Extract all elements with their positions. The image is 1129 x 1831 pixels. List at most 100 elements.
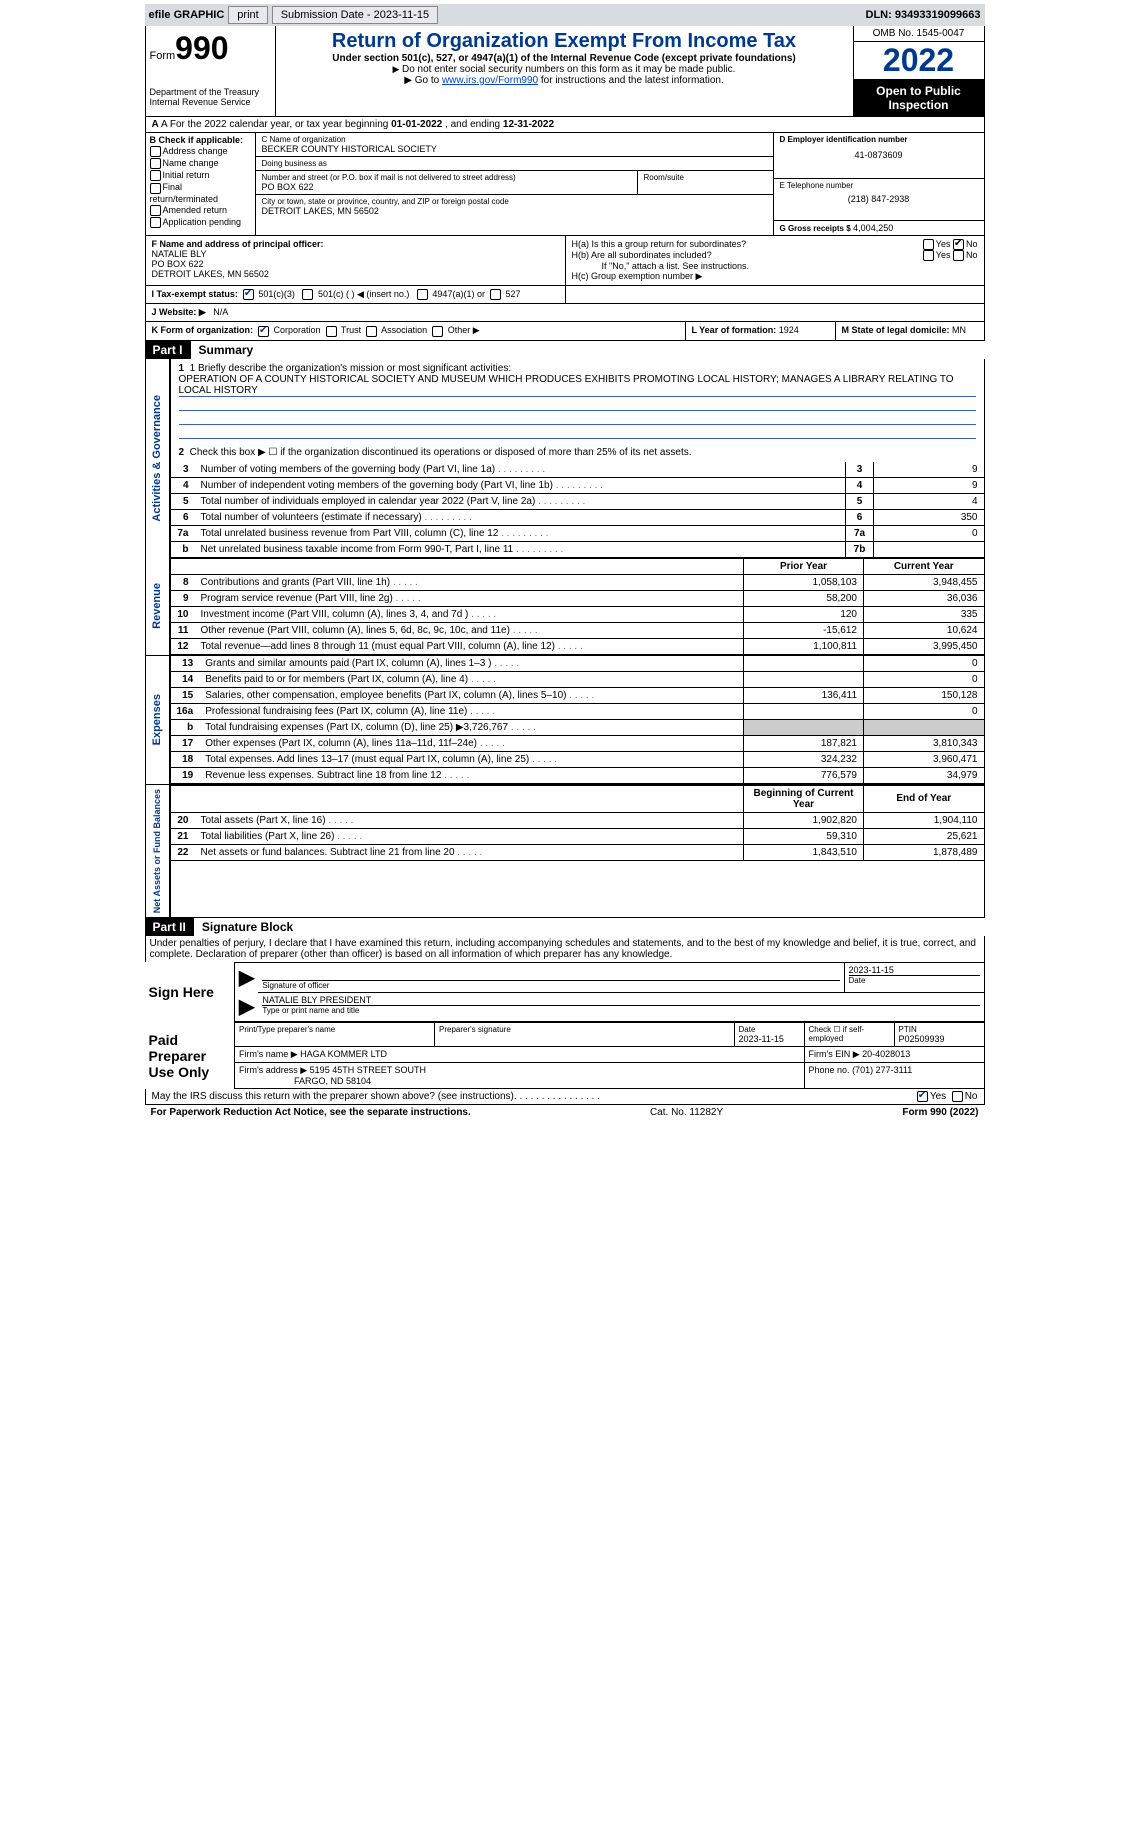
paperwork-notice: For Paperwork Reduction Act Notice, see …: [151, 1107, 471, 1118]
part1-body: Activities & Governance 1 1 Briefly desc…: [145, 359, 985, 918]
self-employed-check[interactable]: Check ☐ if self-employed: [809, 1025, 890, 1043]
org-city: DETROIT LAKES, MN 56502: [262, 206, 767, 216]
ha-yes[interactable]: Yes: [923, 239, 951, 250]
paid-preparer-label: Paid Preparer Use Only: [145, 1023, 235, 1089]
efile-label: efile GRAPHIC: [149, 9, 225, 21]
table-row: 7aTotal unrelated business revenue from …: [171, 525, 984, 541]
state-domicile: MN: [952, 325, 966, 335]
phone-value: (218) 847-2938: [780, 194, 978, 204]
cb-4947a1[interactable]: 4947(a)(1) or: [417, 289, 485, 299]
officer-name-title: NATALIE BLY PRESIDENT: [262, 995, 979, 1006]
line2-discontinued: 2 Check this box ▶ ☐ if the organization…: [171, 443, 984, 462]
col-h-group: H(a) Is this a group return for subordin…: [566, 236, 984, 285]
open-to-public: Open to Public Inspection: [854, 80, 984, 116]
cb-final-return[interactable]: Final return/terminated: [150, 182, 251, 203]
mayirs-yes[interactable]: Yes: [917, 1091, 946, 1102]
table-row: 10Investment income (Part VIII, column (…: [171, 606, 984, 622]
firm-phone: (701) 277-3111: [852, 1065, 912, 1075]
form-number-block: Form990: [150, 30, 271, 67]
table-row: 19Revenue less expenses. Subtract line 1…: [171, 767, 984, 783]
org-street: PO BOX 622: [262, 182, 631, 192]
tax-year: 2022: [854, 42, 984, 80]
cb-trust[interactable]: Trust: [326, 325, 362, 335]
table-row: 21Total liabilities (Part X, line 26) . …: [171, 828, 984, 844]
col-f-officer: F Name and address of principal officer:…: [146, 236, 566, 285]
form-title: Return of Organization Exempt From Incom…: [280, 30, 849, 53]
cb-corporation[interactable]: Corporation: [258, 325, 321, 335]
ptin-value: P02509939: [899, 1034, 980, 1044]
omb-number: OMB No. 1545-0047: [854, 26, 984, 42]
table-row: 20Total assets (Part X, line 16) . . . .…: [171, 812, 984, 828]
table-row: 12Total revenue—add lines 8 through 11 (…: [171, 638, 984, 654]
room-cell: Room/suite: [638, 171, 773, 194]
table-row: 11Other revenue (Part VIII, column (A), …: [171, 622, 984, 638]
gross-value: 4,004,250: [853, 223, 893, 233]
table-row: 6Total number of volunteers (estimate if…: [171, 509, 984, 525]
arrow-icon: ▶: [239, 967, 254, 989]
col-d-ein: D Employer identification number 41-0873…: [774, 133, 984, 235]
cb-initial-return[interactable]: Initial return: [150, 170, 251, 181]
ha-no[interactable]: No: [953, 239, 978, 250]
irs-link[interactable]: www.irs.gov/Form990: [442, 75, 538, 86]
cb-501c3[interactable]: 501(c)(3): [243, 289, 295, 299]
form-word: Form: [150, 50, 176, 62]
gross-cell: G Gross receipts $ 4,004,250: [774, 221, 984, 235]
firm-name: HAGA KOMMER LTD: [300, 1049, 387, 1059]
hb-no[interactable]: No: [953, 250, 978, 261]
firm-addr2: FARGO, ND 58104: [294, 1076, 371, 1086]
phone-cell: E Telephone number (218) 847-2938: [774, 179, 984, 221]
cb-527[interactable]: 527: [490, 289, 521, 299]
netassets-table: Beginning of Current YearEnd of Year 20T…: [171, 785, 984, 861]
may-irs-row: May the IRS discuss this return with the…: [145, 1089, 985, 1105]
revenue-table: Prior YearCurrent Year 8Contributions an…: [171, 558, 984, 655]
part2-header: Part II Signature Block: [145, 918, 985, 936]
table-row: 22Net assets or fund balances. Subtract …: [171, 844, 984, 860]
row-a-tax-year: A A For the 2022 calendar year, or tax y…: [145, 117, 985, 133]
mission-text: OPERATION OF A COUNTY HISTORICAL SOCIETY…: [179, 374, 976, 397]
part2-body: Under penalties of perjury, I declare th…: [145, 936, 985, 1106]
street-cell: Number and street (or P.O. box if mail i…: [256, 171, 638, 194]
hb-yes[interactable]: Yes: [923, 250, 951, 261]
governance-table: 3Number of voting members of the governi…: [171, 462, 984, 558]
row-bcd: B Check if applicable: Address change Na…: [145, 133, 985, 236]
row-j-website: J Website: ▶ N/A: [145, 304, 985, 322]
mayirs-no[interactable]: No: [952, 1091, 978, 1102]
officer-name: NATALIE BLY: [152, 249, 207, 259]
table-row: 13Grants and similar amounts paid (Part …: [171, 656, 984, 672]
dln-label: DLN: 93493319099663: [866, 9, 981, 21]
year-formation: 1924: [779, 325, 799, 335]
table-row: 17Other expenses (Part IX, column (A), l…: [171, 735, 984, 751]
form-header: Form990 Department of the Treasury Inter…: [145, 26, 985, 117]
ein-value: 41-0873609: [780, 150, 978, 160]
table-row: bTotal fundraising expenses (Part IX, co…: [171, 719, 984, 735]
cb-amended-return[interactable]: Amended return: [150, 205, 251, 216]
table-row: bNet unrelated business taxable income f…: [171, 541, 984, 557]
header-right: OMB No. 1545-0047 2022 Open to Public In…: [854, 26, 984, 116]
cat-no: Cat. No. 11282Y: [471, 1107, 903, 1118]
print-button[interactable]: print: [228, 6, 267, 24]
table-row: 15Salaries, other compensation, employee…: [171, 687, 984, 703]
city-cell: City or town, state or province, country…: [256, 195, 773, 218]
submission-date-button[interactable]: Submission Date - 2023-11-15: [272, 6, 438, 24]
cb-other[interactable]: Other ▶: [432, 325, 479, 335]
expenses-table: 13Grants and similar amounts paid (Part …: [171, 656, 984, 784]
line1-mission: 1 1 Briefly describe the organization's …: [171, 359, 984, 443]
part1-header: Part I Summary: [145, 341, 985, 359]
side-revenue: Revenue: [146, 558, 171, 655]
note-ssn: Do not enter social security numbers on …: [280, 64, 849, 75]
top-toolbar: efile GRAPHIC print Submission Date - 20…: [145, 4, 985, 26]
table-row: 4Number of independent voting members of…: [171, 477, 984, 493]
cb-association[interactable]: Association: [366, 325, 427, 335]
header-left: Form990 Department of the Treasury Inter…: [146, 26, 276, 116]
ein-cell: D Employer identification number 41-0873…: [774, 133, 984, 179]
dba-cell: Doing business as: [256, 157, 773, 171]
cb-address-change[interactable]: Address change: [150, 146, 251, 157]
cb-501c[interactable]: 501(c) ( ) ◀ (insert no.): [302, 289, 409, 299]
table-row: 9Program service revenue (Part VIII, lin…: [171, 590, 984, 606]
row-fh: F Name and address of principal officer:…: [145, 236, 985, 286]
form-subtitle: Under section 501(c), 527, or 4947(a)(1)…: [280, 53, 849, 64]
cb-name-change[interactable]: Name change: [150, 158, 251, 169]
arrow-icon: ▶: [239, 996, 254, 1018]
footer-line: For Paperwork Reduction Act Notice, see …: [145, 1105, 985, 1120]
cb-application-pending[interactable]: Application pending: [150, 217, 251, 228]
